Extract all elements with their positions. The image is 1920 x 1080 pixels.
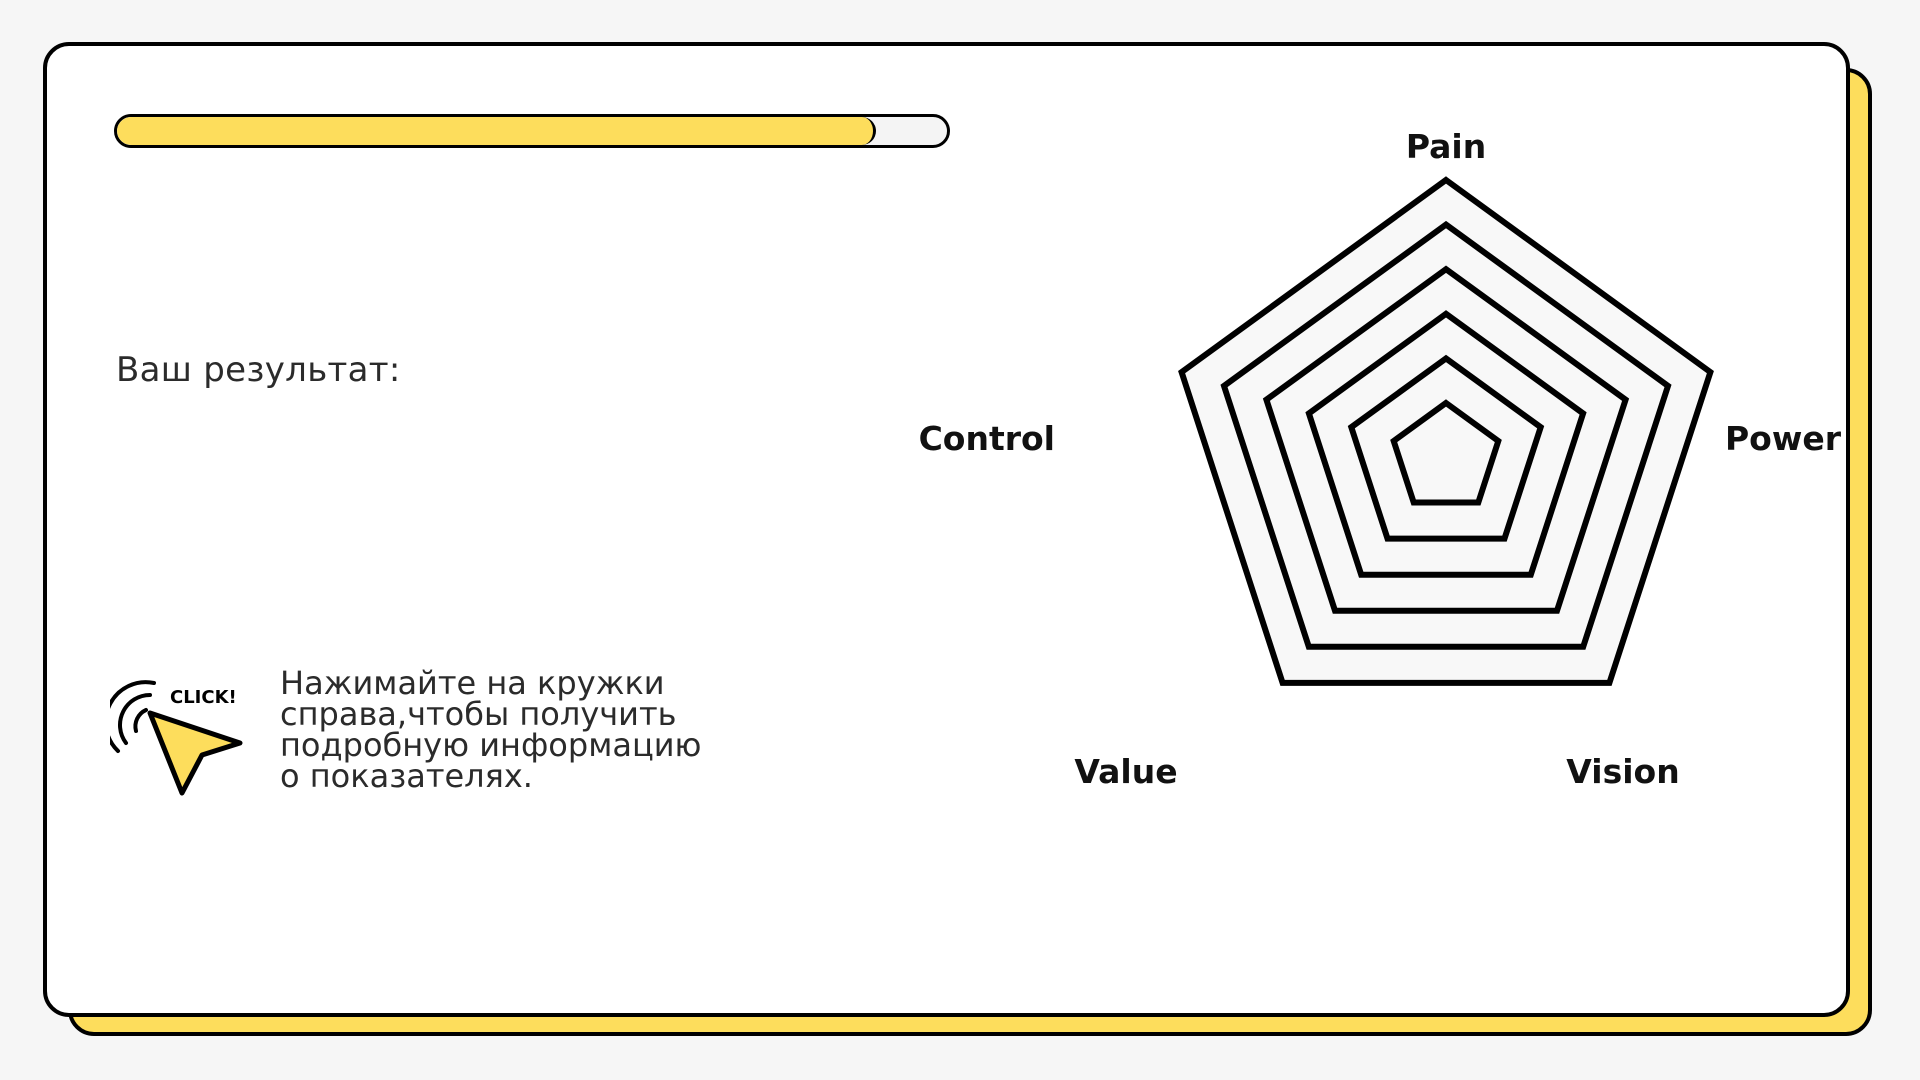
hint-text: Нажимайте на кружки справа,чтобы получит… [280, 664, 760, 795]
click-cursor-icon: CLICK! [110, 680, 243, 796]
axis-label-control[interactable]: Control [919, 419, 1055, 458]
hint-line: подробную информацию [280, 726, 702, 764]
progress-bar [114, 114, 950, 148]
click-icon-text: CLICK! [170, 687, 237, 708]
hint-line: о показателях. [280, 757, 533, 795]
radar-chart: Pain Power Vision Value Control [919, 127, 1842, 791]
progress-bar-fill [117, 117, 877, 145]
axis-label-value[interactable]: Value [1074, 752, 1177, 791]
hint-line: Нажимайте на кружки [280, 664, 665, 702]
axis-label-power[interactable]: Power [1725, 419, 1842, 458]
axis-label-pain[interactable]: Pain [1406, 127, 1486, 166]
radar-rings [1178, 176, 1714, 686]
hint-line: справа,чтобы получить [280, 695, 677, 733]
axis-label-vision[interactable]: Vision [1566, 752, 1679, 791]
radar-ring [1390, 399, 1502, 506]
result-heading: Ваш результат: [116, 350, 401, 390]
